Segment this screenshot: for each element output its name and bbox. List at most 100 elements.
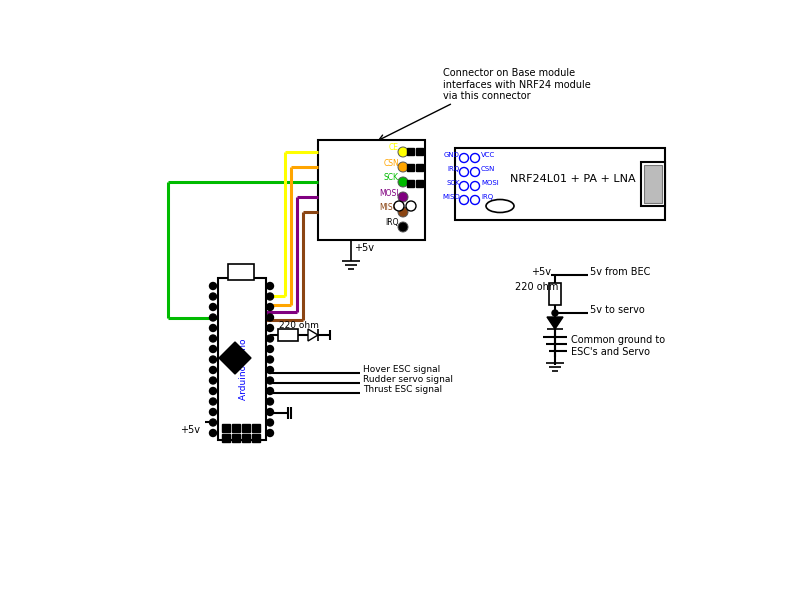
Circle shape [459,154,469,163]
Text: Arduino Nano: Arduino Nano [238,338,247,400]
Circle shape [210,314,217,321]
Bar [242,424,250,432]
Circle shape [459,167,469,176]
Circle shape [210,335,217,342]
Circle shape [266,314,274,321]
Text: MISO: MISO [442,194,460,200]
Circle shape [266,367,274,373]
Bar [228,264,254,280]
Bar [278,329,298,341]
Circle shape [210,283,217,289]
Circle shape [210,409,217,415]
Text: CE: CE [389,143,399,152]
Circle shape [210,367,217,373]
Circle shape [398,222,408,232]
Text: +5v: +5v [531,267,551,277]
Circle shape [470,181,479,191]
Circle shape [266,398,274,405]
Bar [318,140,425,240]
Text: Connector on Base module
interfaces with NRF24 module
via this connector: Connector on Base module interfaces with… [443,68,590,101]
Polygon shape [308,329,318,341]
Circle shape [398,192,408,202]
Text: NRF24L01 + PA + LNA: NRF24L01 + PA + LNA [510,174,636,184]
Text: GND: GND [444,152,460,158]
Bar [407,148,414,155]
Text: CSN: CSN [383,158,399,167]
Bar [242,434,250,442]
Bar [252,424,260,432]
Text: 5v from BEC: 5v from BEC [590,267,650,277]
Circle shape [406,201,416,211]
Circle shape [266,430,274,437]
Circle shape [266,335,274,342]
Ellipse shape [486,199,514,212]
Text: Common ground to
ESC's and Servo: Common ground to ESC's and Servo [571,335,665,356]
Circle shape [210,356,217,363]
Circle shape [210,377,217,384]
Text: Hover ESC signal: Hover ESC signal [363,365,440,374]
Bar [644,165,662,203]
Circle shape [266,304,274,311]
Circle shape [210,325,217,331]
Circle shape [210,430,217,437]
Circle shape [552,310,558,316]
Circle shape [266,377,274,384]
Text: +5v: +5v [354,243,374,253]
Circle shape [266,409,274,415]
Bar [416,148,423,155]
Bar [232,434,240,442]
Bar [407,164,414,171]
Text: IRQ: IRQ [481,194,493,200]
Polygon shape [547,317,563,329]
Text: VCC: VCC [481,152,495,158]
Circle shape [470,167,479,176]
Bar [232,424,240,432]
Text: 220 ohm: 220 ohm [515,282,558,292]
Bar [222,424,230,432]
Circle shape [398,162,408,172]
Text: 5v to servo: 5v to servo [590,305,645,315]
Circle shape [210,419,217,426]
Bar [252,434,260,442]
Circle shape [266,356,274,363]
Circle shape [394,201,404,211]
Text: IRQ: IRQ [386,218,399,227]
Circle shape [210,346,217,352]
Text: 220 ohm: 220 ohm [279,321,319,330]
Text: CSN: CSN [481,166,495,172]
Bar [641,162,665,206]
Circle shape [266,346,274,352]
Bar [416,164,423,171]
Circle shape [459,196,469,205]
Text: SCK: SCK [384,173,399,182]
Bar [416,180,423,187]
Text: MOSI: MOSI [379,188,399,197]
Bar [407,180,414,187]
Text: Thrust ESC signal: Thrust ESC signal [363,385,442,395]
Circle shape [398,147,408,157]
Text: MOSI: MOSI [481,180,498,186]
Text: Rudder servo signal: Rudder servo signal [363,376,453,385]
Circle shape [266,419,274,426]
Circle shape [459,181,469,191]
Bar [218,278,266,440]
Circle shape [398,207,408,217]
Text: IRQ: IRQ [448,166,460,172]
Text: SCK: SCK [446,180,460,186]
Text: +5v: +5v [180,425,200,435]
Circle shape [210,388,217,395]
Circle shape [210,293,217,300]
Circle shape [210,304,217,311]
Circle shape [266,283,274,289]
Polygon shape [219,342,251,374]
Bar [455,148,665,220]
Circle shape [398,177,408,187]
Circle shape [470,196,479,205]
Circle shape [266,388,274,395]
Circle shape [266,325,274,331]
Bar [549,283,561,305]
Circle shape [470,154,479,163]
Circle shape [266,293,274,300]
Bar [222,434,230,442]
Circle shape [210,398,217,405]
